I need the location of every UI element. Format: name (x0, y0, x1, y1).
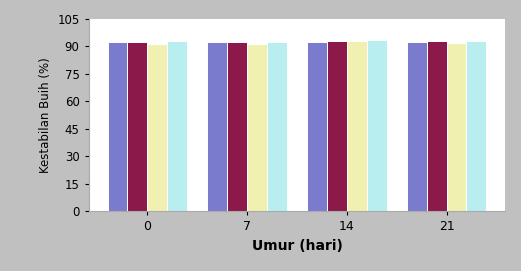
Bar (227, 42, 247, 211)
Bar (367, 40, 387, 211)
Bar (267, 42, 287, 211)
Bar (207, 42, 227, 211)
Y-axis label: Kestabilan Buih (%): Kestabilan Buih (%) (39, 57, 52, 173)
Bar (466, 41, 487, 211)
Bar (147, 44, 167, 211)
Bar (107, 42, 128, 211)
Bar (347, 41, 367, 211)
Bar (307, 42, 327, 211)
X-axis label: Umur (hari): Umur (hari) (252, 239, 342, 253)
Bar (407, 42, 427, 211)
Bar (427, 41, 446, 211)
Bar (446, 43, 466, 211)
Bar (247, 44, 267, 211)
Bar (128, 42, 147, 211)
Bar (167, 41, 187, 211)
Bar (327, 41, 347, 211)
